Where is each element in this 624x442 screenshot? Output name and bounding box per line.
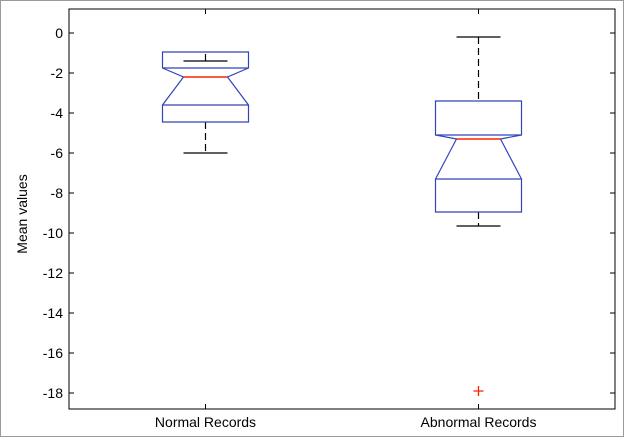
y-tick-label: -10 (43, 225, 63, 241)
y-tick-label: -2 (51, 65, 64, 81)
notched-box (434, 100, 523, 213)
y-tick-label: -14 (43, 305, 63, 321)
y-axis-label: Mean values (14, 174, 30, 253)
boxes (161, 36, 523, 396)
y-tick-label: -12 (43, 265, 63, 281)
y-tick-label: 0 (55, 25, 63, 41)
x-tick-label: Abnormal Records (421, 414, 537, 430)
y-tick-label: -8 (51, 185, 64, 201)
y-tick-label: -16 (43, 345, 63, 361)
y-tick-label: -18 (43, 385, 63, 401)
y-axis: 0 -2 -4 -6 -8 -10 -12 -14 -16 -18 (43, 25, 615, 401)
box-abnormal-records (434, 36, 523, 396)
plot-area (68, 8, 616, 410)
box-normal-records (161, 51, 250, 154)
y-tick-label: -6 (51, 145, 64, 161)
outlier-point (473, 386, 484, 396)
y-tick-label: -4 (51, 105, 64, 121)
x-axis: Normal Records Abnormal Records (155, 9, 537, 430)
x-tick-label: Normal Records (155, 414, 256, 430)
notched-box (161, 51, 250, 123)
